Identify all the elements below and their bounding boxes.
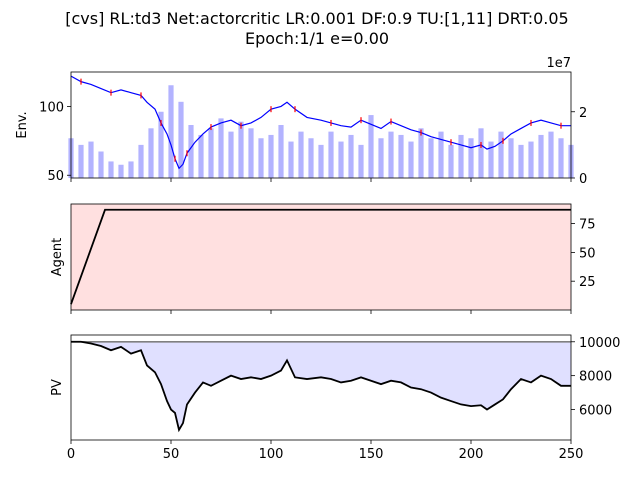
env-volume-bar-20 [268,134,274,178]
env-volume-bar-10 [168,85,174,178]
agent-ytick-label-0: 25 [579,275,596,290]
env-volume-bar-42 [488,141,494,178]
env-volume-bar-4 [108,161,114,178]
pv-xtick-label-1: 50 [163,447,180,462]
env-volume-bar-31 [378,138,384,178]
env-volume-bar-37 [438,131,444,178]
env-volume-bar-18 [248,128,254,178]
env-volume-bar-47 [538,134,544,178]
env-volume-bar-16 [228,131,234,178]
env-volume-bar-34 [408,141,414,178]
env-y2tick-label-1: 2 [579,106,587,121]
env-volume-bar-26 [328,131,334,178]
env-volume-bar-40 [468,138,474,178]
env-volume-bar-35 [418,128,424,178]
env-volume-bar-48 [548,131,554,178]
agent-panel: 25 50 75 Agent [50,203,596,314]
env-volume-bar-25 [318,144,324,178]
env-volume-bar-6 [128,161,134,178]
env-ylabel: Env. [15,111,30,138]
env-y2-scale-label: 1e7 [546,56,571,71]
env-volume-bar-14 [208,128,214,178]
env-volume-bar-19 [258,138,264,178]
env-volume-bar-33 [398,134,404,178]
env-ytick-label-1: 100 [39,100,64,115]
env-ytick-label-0: 50 [47,169,64,184]
env-volume-bar-15 [218,118,224,178]
figure-title-line1: [cvs] RL:td3 Net:actorcritic LR:0.001 DF… [65,9,568,28]
pv-line [71,340,571,433]
env-volume-bar-28 [348,134,354,178]
env-volume-bar-2 [88,141,94,178]
env-volume-bar-36 [428,138,434,178]
pv-xtick-label-0: 0 [67,447,75,462]
env-volume-bar-41 [478,128,484,178]
pv-xtick-label-2: 100 [259,447,284,462]
pv-ylabel: PV [50,379,65,396]
env-frame [70,71,572,179]
pv-ytick-label-1: 8000 [579,370,612,385]
pv-xtick-label-4: 200 [459,447,484,462]
env-volume-bar-3 [98,151,104,178]
env-y2tick-label-0: 0 [579,172,587,187]
env-volume-bar-1 [78,144,84,178]
env-volume-bar-7 [138,144,144,178]
figure-title-line2: Epoch:1/1 e=0.00 [245,29,389,48]
env-volume-bar-46 [528,141,534,178]
env-volume-bar-13 [198,134,204,178]
agent-ytick-label-1: 50 [579,246,596,261]
pv-ytick-label-0: 6000 [579,404,612,419]
env-volume-bar-5 [118,164,124,178]
env-volume-bar-21 [278,125,284,178]
pv-ytick-label-2: 10000 [579,336,620,351]
env-volume-bar-23 [298,131,304,178]
env-volume-bar-24 [308,138,314,178]
env-volume-bar-11 [178,101,184,178]
env-volume-bar-29 [358,144,364,178]
pv-xtick-label-5: 250 [559,447,584,462]
env-volume-bar-39 [458,134,464,178]
env-volume-bar-43 [498,131,504,178]
env-panel: 50 100 0 2 1e7 Env. [15,56,587,187]
agent-fill-area [71,204,571,310]
env-volume-bar-9 [158,111,164,178]
env-volume-bar-32 [388,131,394,178]
agent-ytick-label-2: 75 [579,218,596,233]
env-volume-bar-8 [148,128,154,178]
pv-drawdown-area [71,341,571,430]
env-volume-bar-22 [288,141,294,178]
agent-position-line [70,208,571,305]
env-volume-bar-27 [338,141,344,178]
env-volume-bar-45 [518,144,524,178]
env-volume-bar-38 [448,144,454,178]
pv-panel: 6000 8000 10000 0 50 100 150 200 250 PV [50,334,620,462]
env-volume-bar-12 [188,125,194,178]
pv-xtick-label-3: 150 [359,447,384,462]
agent-ylabel: Agent [50,238,65,276]
env-volume-bar-49 [558,138,564,178]
env-volume-bar-30 [368,115,374,178]
pv-frame [70,334,572,441]
env-volume-bar-17 [238,121,244,178]
env-volume-bar-44 [508,138,514,178]
agent-frame [70,203,572,311]
